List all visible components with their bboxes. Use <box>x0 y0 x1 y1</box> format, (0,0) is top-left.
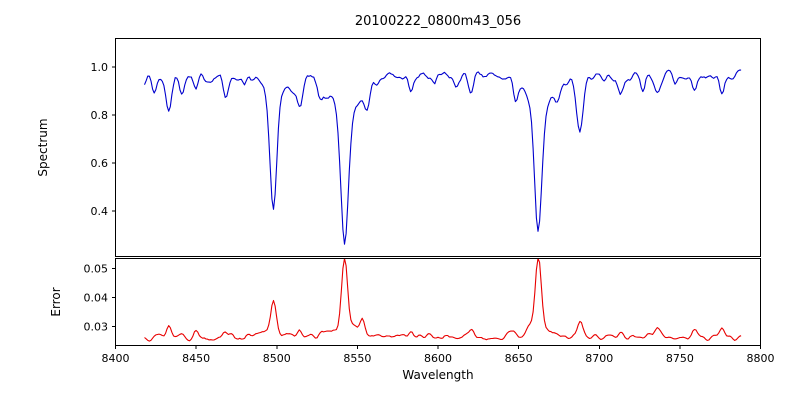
x-axis: 8400 8450 8500 8550 8600 8650 8700 8750 8800 Wave… <box>102 345 775 382</box>
x-tick-label: 8550 <box>343 352 371 365</box>
y-tick-label: 0.4 <box>91 205 109 218</box>
error-y-axis-label: Error <box>49 287 63 316</box>
y-tick-label: 0.8 <box>91 109 109 122</box>
error-line <box>144 257 742 342</box>
x-tick-label: 8450 <box>182 352 210 365</box>
x-tick-label: 8750 <box>666 352 694 365</box>
x-tick-label: 8700 <box>585 352 613 365</box>
y-tick-label: 0.04 <box>84 292 109 305</box>
x-tick-label: 8800 <box>747 352 775 365</box>
x-tick-label: 8650 <box>505 352 533 365</box>
spectrum-y-axis-label: Spectrum <box>36 118 50 176</box>
x-tick-label: 8600 <box>424 352 452 365</box>
y-tick-label: 0.05 <box>84 263 109 276</box>
error-panel: 0.03 0.04 0.05 Error <box>49 257 761 346</box>
plot-title: 20100222_0800m43_056 <box>355 14 521 29</box>
y-tick-label: 0.6 <box>91 157 109 170</box>
spectrum-line <box>143 69 742 245</box>
y-tick-label: 1.0 <box>91 61 109 74</box>
spectrum-panel: 0.4 0.6 0.8 1.0 Spectrum <box>36 38 761 257</box>
error-frame <box>115 258 761 346</box>
x-tick-label: 8500 <box>263 352 291 365</box>
x-tick-label: 8400 <box>102 352 130 365</box>
y-tick-label: 0.03 <box>84 321 109 334</box>
x-axis-label: Wavelength <box>402 368 473 382</box>
spectrum-frame <box>115 38 761 257</box>
